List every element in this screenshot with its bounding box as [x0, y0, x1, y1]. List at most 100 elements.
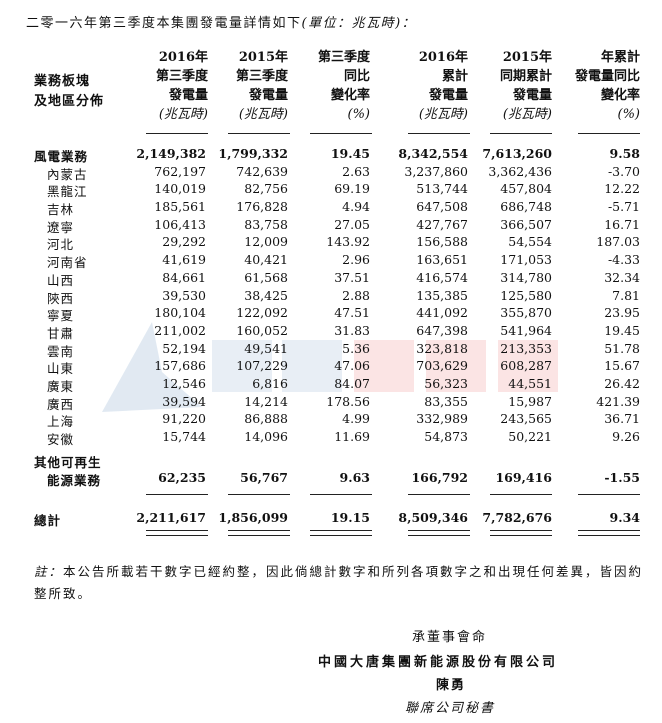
cell-value: 107,229 — [236, 358, 288, 374]
total-double-rule — [490, 530, 552, 536]
row-label: 廣東 — [47, 378, 75, 394]
footnote: 註：本公告所載若干數字已經約整，因此倘總計數字和所列各項數字之和出現任何差異，皆… — [34, 564, 644, 601]
row-label: 雲南 — [47, 343, 75, 359]
row-label: 風電業務 — [34, 149, 89, 164]
cell-value: 243,565 — [500, 411, 552, 427]
signature-line: 承董事會命 — [412, 630, 488, 645]
table-row: 風電業務 2,149,382 1,799,332 19.45 8,342,554 7,61… — [0, 146, 662, 164]
row-label: 廣西 — [47, 396, 75, 412]
cell-value: 37.51 — [334, 269, 370, 285]
cell-value: 9.63 — [339, 470, 370, 485]
column-header-q3-change: 第三季度 同比 變化率 (%) — [317, 50, 370, 122]
row-label: 其他可再生 — [34, 455, 102, 470]
row-label: 黑龍江 — [47, 184, 88, 200]
total-double-rule — [146, 530, 208, 536]
table-row: 廣西 39,594 14,214 178.56 83,355 15,987 421.39 — [0, 394, 662, 412]
cell-value: 125,580 — [500, 287, 552, 303]
table-row: 安徽 15,744 14,096 11.69 54,873 50,221 9.26 — [0, 429, 662, 447]
cell-value: 427,767 — [416, 216, 468, 232]
cell-value: 9.26 — [612, 429, 640, 444]
cell-value: 7,613,260 — [482, 146, 552, 161]
signatory-title: 聯席公司秘書 — [405, 701, 496, 716]
table-row: 陝西 39,530 38,425 2.88 135,385 125,580 7.81 — [0, 288, 662, 306]
cell-value: 38,425 — [244, 287, 288, 303]
table-row-other-renewable: 其他可再生 能源業務 62,235 56,767 9.63 166,792 16… — [0, 452, 662, 488]
row-label: 河南省 — [47, 255, 88, 271]
cell-value: 12.22 — [604, 181, 640, 197]
table-row: 遼寧 106,413 83,758 27.05 427,767 366,507 16.71 — [0, 217, 662, 235]
cell-value: 44,551 — [508, 375, 552, 391]
column-header-ytd-2015: 2015年 同期累計 發電量 (兆瓦時) — [499, 50, 552, 122]
header-rule — [310, 133, 372, 134]
cell-value: 31.83 — [334, 322, 370, 338]
cell-value: 355,870 — [500, 305, 552, 321]
header-rule — [578, 133, 640, 134]
cell-value: 441,092 — [416, 305, 468, 321]
cell-value: 647,508 — [416, 199, 468, 215]
cell-value: 135,385 — [416, 287, 468, 303]
header-rule — [146, 133, 208, 134]
cell-value: 50,221 — [508, 429, 552, 444]
table-row: 甘肅 211,002 160,052 31.83 647,398 541,964 19.45 — [0, 323, 662, 341]
cell-value: 84.07 — [334, 375, 370, 391]
cell-value: 8,509,346 — [398, 510, 468, 525]
row-label: 山西 — [47, 272, 75, 288]
table-row: 河南省 41,619 40,421 2.96 163,651 171,053 -4.33 — [0, 252, 662, 270]
total-double-rule — [310, 530, 372, 536]
cell-value: 14,096 — [244, 429, 288, 444]
total-rule — [408, 494, 470, 495]
cell-value: 323,818 — [416, 340, 468, 356]
cell-value: 47.06 — [334, 358, 370, 374]
cell-value: 2.96 — [342, 252, 370, 268]
cell-value: 19.45 — [330, 146, 370, 161]
cell-value: 187.03 — [596, 234, 640, 250]
cell-value: 62,235 — [158, 470, 206, 485]
table-row: 雲南 52,194 49,541 5.36 323,818 213,353 51.78 — [0, 341, 662, 359]
cell-value: 91,220 — [162, 411, 206, 427]
cell-value: 513,744 — [416, 181, 468, 197]
cell-value: 169,416 — [495, 470, 552, 485]
cell-value: 19.45 — [604, 322, 640, 338]
row-label: 河北 — [47, 237, 75, 253]
cell-value: 82,756 — [244, 181, 288, 197]
table-row: 上海 91,220 86,888 4.99 332,989 243,565 36.71 — [0, 411, 662, 429]
cell-value: 106,413 — [154, 216, 206, 232]
cell-value: 1,856,099 — [218, 510, 288, 525]
header-rule — [490, 133, 552, 134]
cell-value: 421.39 — [596, 393, 640, 409]
row-label: 安徽 — [47, 432, 75, 447]
cell-value: 608,287 — [500, 358, 552, 374]
table-row: 內蒙古 762,197 742,639 2.63 3,237,860 3,362,436 -… — [0, 164, 662, 182]
row-label: 上海 — [47, 414, 75, 430]
cell-value: 4.94 — [342, 199, 370, 215]
cell-value: 160,052 — [236, 322, 288, 338]
cell-value: 84,661 — [162, 269, 206, 285]
row-label: 總計 — [34, 513, 62, 528]
cell-value: 211,002 — [154, 322, 206, 338]
cell-value: 366,507 — [500, 216, 552, 232]
cell-value: 83,355 — [424, 393, 468, 409]
table-row: 寧夏 180,104 122,092 47.51 441,092 355,870 23.95 — [0, 305, 662, 323]
table-row: 吉林 185,561 176,828 4.94 647,508 686,748 -5.71 — [0, 199, 662, 217]
cell-value: 19.15 — [330, 510, 370, 525]
cell-value: 9.58 — [609, 146, 640, 161]
cell-value: 122,092 — [236, 305, 288, 321]
page-heading: 二零一六年第三季度本集團發電量詳情如下(單位：兆瓦時)： — [26, 16, 417, 31]
column-header-ytd-2016: 2016年 累計 發電量 (兆瓦時) — [418, 50, 468, 122]
cell-value: 2.63 — [342, 163, 370, 179]
cell-value: 69.19 — [334, 181, 370, 197]
table-header: 業務板塊 及地區分佈 2016年 第三季度 發電量 (兆瓦時) 2015年 第三季度 發電… — [0, 48, 662, 138]
cell-value: 36.71 — [604, 411, 640, 427]
cell-value: 742,639 — [236, 163, 288, 179]
cell-value: -4.33 — [607, 252, 640, 268]
row-label: 寧夏 — [47, 308, 75, 324]
cell-value: 32.34 — [604, 269, 640, 285]
row-label: 甘肅 — [47, 325, 75, 341]
total-double-rule — [578, 530, 640, 536]
cell-value: 6,816 — [252, 375, 288, 391]
table-row: 廣東 12,546 6,816 84.07 56,323 44,551 26.42 — [0, 376, 662, 394]
cell-value: 29,292 — [162, 234, 206, 250]
cell-value: 15,987 — [508, 393, 552, 409]
cell-value: 16.71 — [604, 216, 640, 232]
